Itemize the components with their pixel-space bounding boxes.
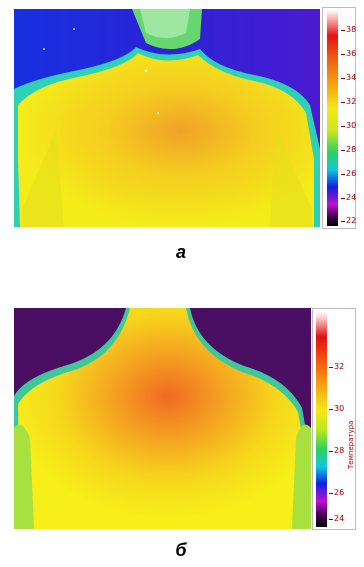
- scale-b-tick: 26: [334, 488, 345, 497]
- thermogram-b: [14, 308, 311, 529]
- scale-a-tick: 28: [346, 145, 357, 154]
- scale-a-tick: 36: [346, 49, 357, 58]
- scale-a-tick: 22: [346, 216, 357, 225]
- scale-a-tick: 24: [346, 193, 357, 202]
- caption-a: а: [175, 242, 186, 262]
- scale-b-tick: 24: [334, 514, 345, 523]
- scale-b-tick: 32: [334, 362, 345, 371]
- color-bar-b: [316, 311, 327, 527]
- caption-b: б: [175, 540, 187, 560]
- color-bar-a: [327, 10, 338, 226]
- scale-a-tick: 26: [346, 169, 357, 178]
- scale-a-tick: 38: [346, 25, 357, 34]
- scale-a-tick: 32: [346, 97, 357, 106]
- scale-a-tick: 34: [346, 73, 357, 82]
- thermogram-a: [14, 9, 320, 227]
- thermogram-b-image: [14, 308, 311, 529]
- scale-b-tick: 28: [334, 446, 345, 455]
- scale-a-tick: 30: [346, 121, 357, 130]
- temperature-scale-a: 38 36 34 32 30 28 26 24 22: [322, 7, 356, 229]
- scale-b-unit-label: Температура: [347, 420, 355, 469]
- temperature-scale-b: 32 30 28 26 24 Температура: [312, 308, 356, 530]
- scale-b-tick: 30: [334, 404, 345, 413]
- thermogram-a-image: [14, 9, 320, 227]
